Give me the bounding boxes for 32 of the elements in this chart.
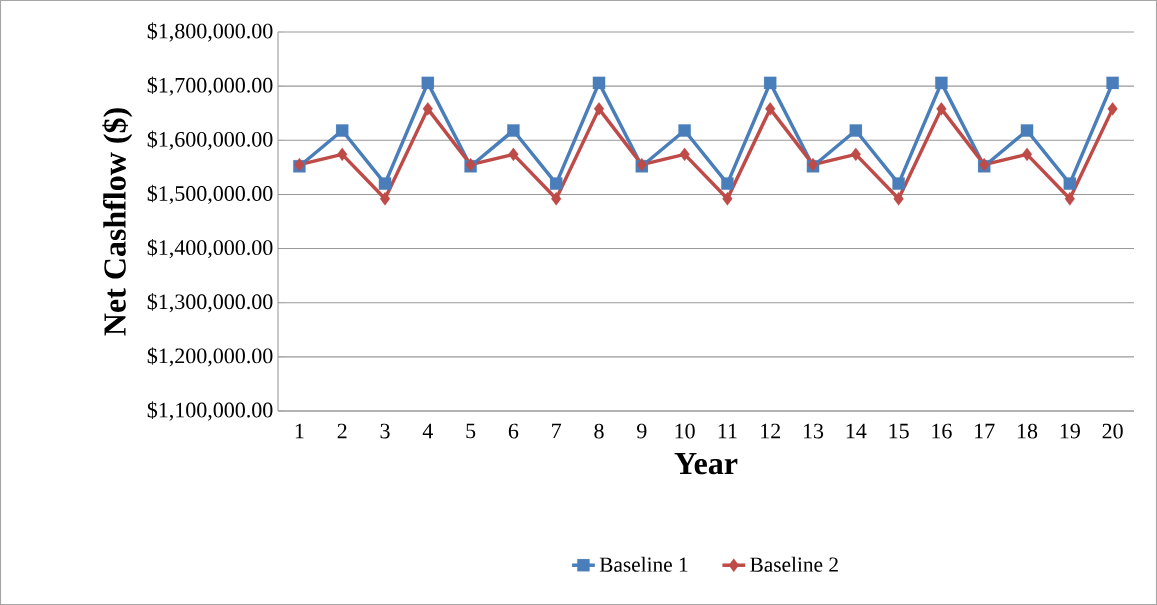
- x-tick-label: 11: [718, 423, 737, 439]
- y-tick-label: $1,600,000.00: [147, 130, 273, 150]
- y-tick-label: $1,400,000.00: [147, 238, 273, 259]
- x-tick-label: 3: [380, 423, 390, 439]
- x-tick-label: 10: [675, 423, 695, 439]
- legend-label: Baseline 1: [599, 556, 688, 572]
- y-tick-label: $1,500,000.00: [147, 184, 273, 205]
- x-tick-label: 15: [889, 423, 909, 439]
- x-tick-label: 9: [637, 423, 647, 439]
- x-tick-label: 7: [552, 423, 562, 439]
- x-tick-label: 18: [1017, 423, 1038, 439]
- y-tick-label: $1,300,000.00: [147, 293, 273, 313]
- y-axis-title: Net Cashflow ($): [102, 108, 133, 336]
- x-tick-label: 8: [594, 423, 604, 439]
- x-tick-label: 16: [932, 423, 952, 439]
- x-tick-label: 17: [975, 423, 995, 439]
- legend-label: Baseline 2: [750, 556, 838, 572]
- x-tick-label: 5: [466, 423, 476, 439]
- x-tick-label: 1: [295, 423, 304, 439]
- x-tick-label: 20: [1102, 423, 1123, 439]
- x-tick-label: 19: [1060, 423, 1080, 439]
- y-tick-label: $1,700,000.00: [147, 76, 273, 96]
- x-tick-label: 12: [761, 423, 780, 439]
- x-axis-title: Year: [674, 453, 738, 475]
- x-tick-label: 4: [422, 423, 433, 439]
- x-tick-label: 6: [508, 423, 519, 439]
- y-tick-label: $1,100,000.00: [147, 401, 273, 421]
- x-tick-label: 2: [337, 423, 347, 439]
- x-tick-label: 13: [803, 423, 824, 439]
- x-tick-label: 14: [846, 423, 867, 439]
- y-tick-label: $1,200,000.00: [147, 347, 273, 367]
- y-tick-label: $1,800,000.00: [147, 22, 273, 42]
